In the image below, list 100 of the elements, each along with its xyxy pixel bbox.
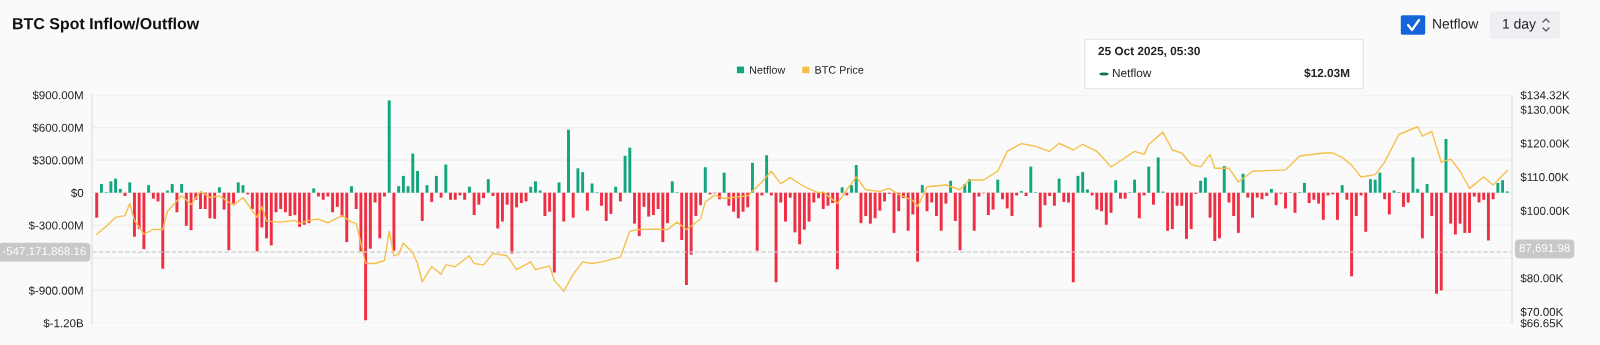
bar <box>897 192 901 212</box>
bar <box>486 179 490 193</box>
bar <box>571 192 575 218</box>
bar <box>567 129 570 193</box>
bar <box>467 186 471 193</box>
bar <box>401 175 405 193</box>
bar <box>350 186 353 193</box>
bar <box>953 192 957 221</box>
bar <box>557 182 561 193</box>
bar <box>161 192 165 269</box>
bar <box>802 192 806 230</box>
bar <box>1180 192 1184 206</box>
bar <box>378 192 382 239</box>
bar <box>1100 192 1104 212</box>
bar <box>1317 192 1321 204</box>
bar <box>666 192 670 224</box>
bar <box>548 192 552 212</box>
bar <box>114 178 118 193</box>
bar <box>1024 192 1028 196</box>
bar <box>184 192 188 226</box>
bar <box>170 184 174 193</box>
bar <box>883 192 887 202</box>
bar <box>411 153 415 193</box>
bar <box>434 175 438 193</box>
bar <box>1449 192 1453 224</box>
bar <box>1156 157 1160 193</box>
bar <box>821 192 825 209</box>
bar <box>1416 188 1420 193</box>
bar <box>703 167 707 193</box>
bar <box>1057 178 1061 193</box>
bar <box>585 192 589 211</box>
bar <box>444 164 448 193</box>
text: $12.03M <box>1304 68 1350 78</box>
bar <box>1307 192 1311 204</box>
bar <box>345 192 349 243</box>
bar <box>637 192 641 237</box>
bar <box>1085 189 1089 193</box>
bar <box>840 187 844 193</box>
bar <box>95 192 99 218</box>
y-tick-label: $300.00M <box>32 155 83 166</box>
bar <box>684 192 688 285</box>
bar <box>279 192 283 209</box>
bar <box>793 192 797 233</box>
text: Netflow <box>1433 18 1479 29</box>
bar <box>1114 180 1118 193</box>
bar <box>1170 192 1174 230</box>
bar <box>1340 185 1344 193</box>
bar <box>1189 192 1193 230</box>
bar <box>1095 192 1099 210</box>
bar <box>312 188 316 193</box>
bar <box>1133 179 1137 193</box>
bar <box>1269 188 1273 193</box>
bar <box>958 192 962 251</box>
bar <box>1496 182 1500 193</box>
bar <box>1406 192 1410 203</box>
bar <box>1387 192 1391 215</box>
bar <box>1350 192 1354 277</box>
bar <box>765 155 769 193</box>
bar <box>1302 182 1306 193</box>
bar <box>1420 192 1424 239</box>
bar <box>1062 192 1066 202</box>
bar <box>628 147 632 193</box>
bar <box>1199 180 1203 193</box>
y-tick-label: $900.00M <box>32 90 83 100</box>
bar <box>1166 192 1170 231</box>
bar <box>1222 166 1226 193</box>
bar <box>1411 157 1415 193</box>
bar <box>986 192 990 215</box>
y-tick-label: $-300.00M <box>28 220 83 231</box>
bar <box>930 192 934 203</box>
bar <box>199 192 202 209</box>
bar <box>651 192 655 215</box>
bar <box>1321 192 1325 220</box>
y-tick-label: $-900.00M <box>28 286 83 296</box>
line-series <box>96 126 1508 292</box>
bar <box>364 192 368 321</box>
y2-tick-label: $130.00K <box>1520 105 1570 115</box>
bar <box>1203 177 1207 193</box>
bar <box>576 168 580 193</box>
bar <box>1430 192 1434 217</box>
bar <box>472 192 476 215</box>
bar <box>722 172 726 193</box>
y2-tick-label: $134.32K <box>1520 90 1570 100</box>
bar <box>590 183 594 193</box>
bar <box>661 192 665 243</box>
y-tick-label: $0 <box>70 188 84 198</box>
bar <box>680 192 684 240</box>
bar <box>736 192 740 219</box>
bar <box>1081 172 1085 193</box>
bar <box>166 190 169 193</box>
bar <box>1038 192 1042 228</box>
bar <box>368 192 372 249</box>
bar <box>1227 192 1231 203</box>
bar <box>293 192 297 215</box>
bar <box>387 100 391 193</box>
bar <box>934 192 938 217</box>
bar <box>1472 192 1476 197</box>
legend-label: Netflow <box>750 65 786 74</box>
bar <box>751 162 754 193</box>
bar <box>1402 192 1405 207</box>
